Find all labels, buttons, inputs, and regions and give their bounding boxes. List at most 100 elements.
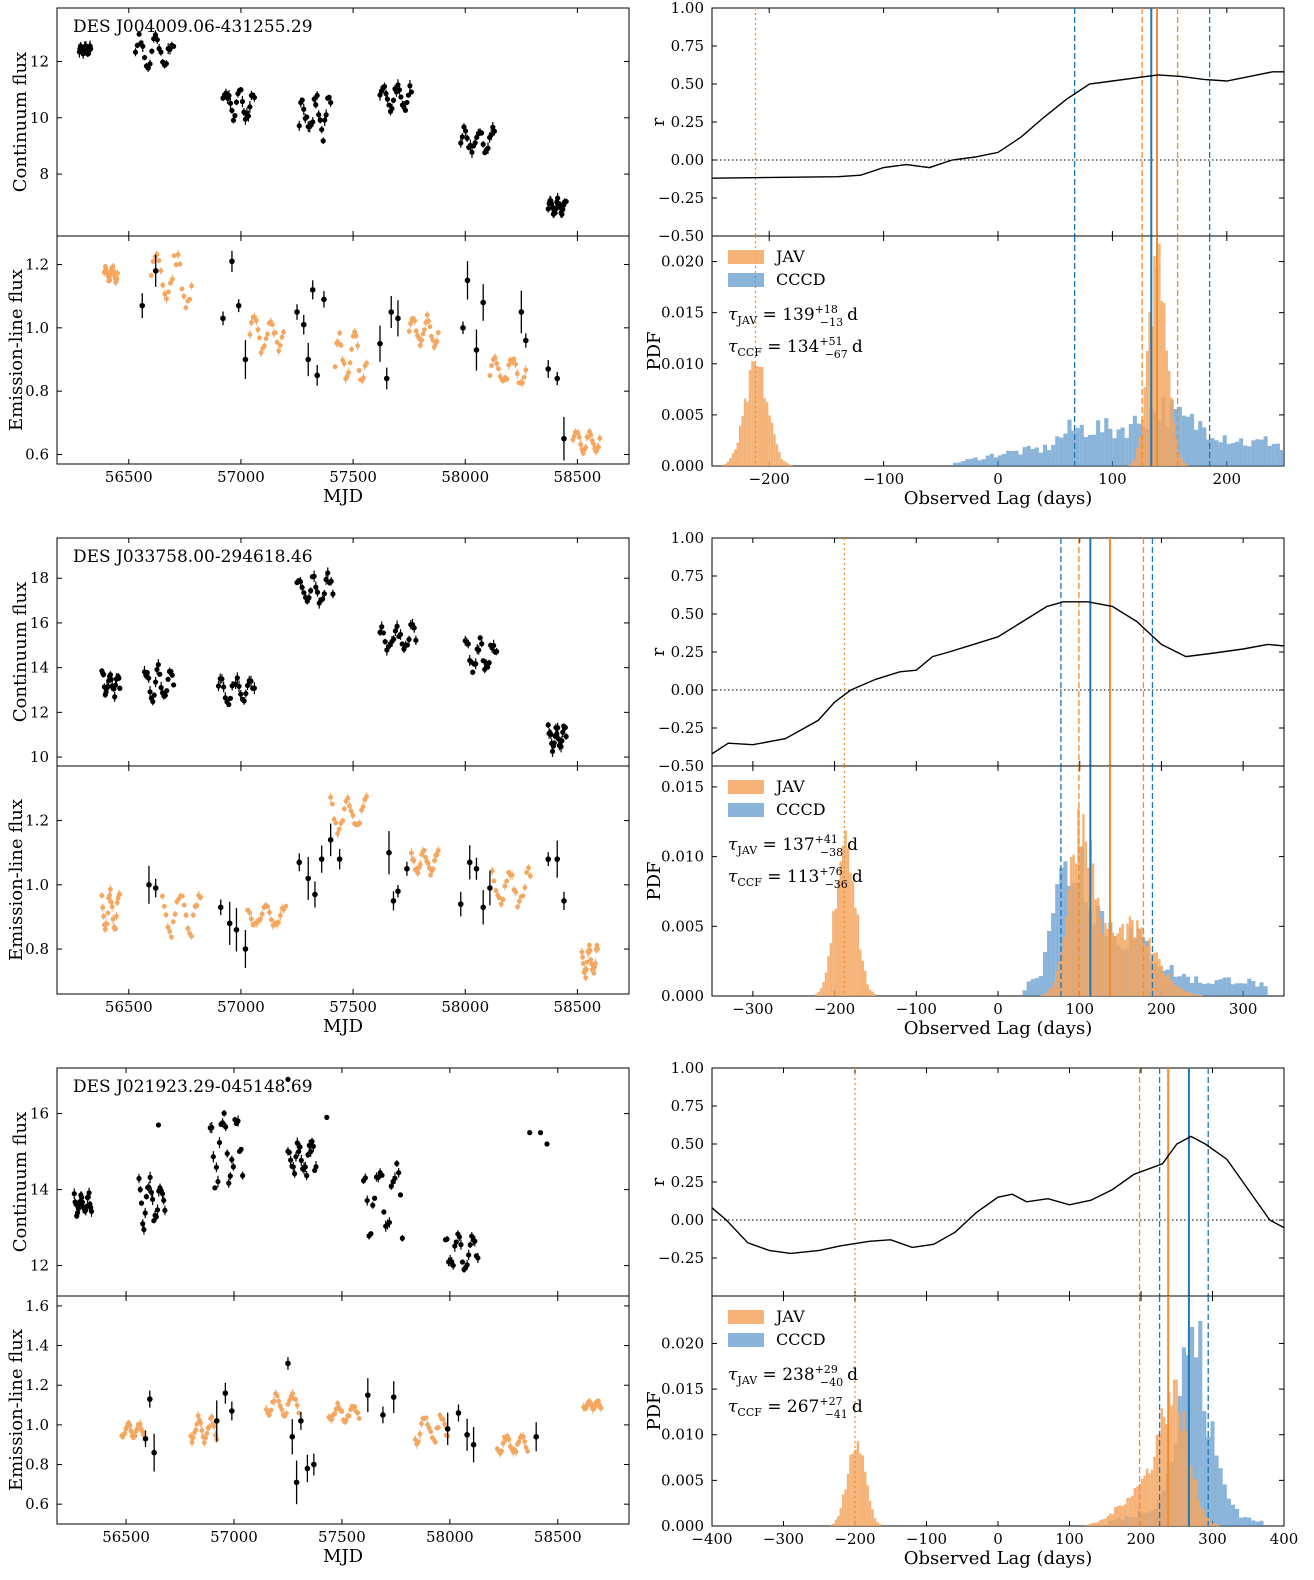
- continuum-point: [221, 1110, 227, 1116]
- jav-bar: [780, 458, 784, 466]
- jav-bar: [1187, 992, 1191, 996]
- line-point: [142, 1435, 149, 1442]
- ccf-bar: [973, 457, 978, 466]
- line-point-jav: [425, 860, 431, 866]
- line-point-jav: [417, 342, 423, 348]
- continuum-point: [288, 1157, 294, 1163]
- jav-bar: [1106, 1516, 1110, 1526]
- line-point-jav: [265, 331, 270, 337]
- continuum-point: [238, 87, 244, 93]
- jav-bar: [819, 988, 823, 996]
- jav-bar: [861, 960, 864, 996]
- line-point-jav: [497, 895, 502, 901]
- line-point-jav: [170, 919, 176, 925]
- continuum-point: [527, 1130, 533, 1136]
- continuum-point: [79, 1194, 85, 1201]
- jav-bar: [1175, 984, 1178, 996]
- continuum-point: [549, 748, 556, 754]
- continuum-ylabel: Continuum flux: [10, 1112, 31, 1253]
- ccf-bar: [1104, 418, 1109, 466]
- y-tick-label: 0.00: [671, 681, 704, 699]
- continuum-point: [219, 676, 225, 682]
- line-point-jav: [333, 820, 339, 826]
- continuum-point: [553, 206, 559, 212]
- jav-bar: [1050, 987, 1053, 996]
- ccf-curve: [711, 1135, 1285, 1255]
- continuum-point: [562, 724, 568, 731]
- continuum-point: [325, 570, 331, 576]
- ccf-bar: [1198, 421, 1203, 466]
- line-point: [305, 356, 312, 363]
- ccf-bar: [1239, 1517, 1244, 1526]
- y-tick-label: 0.000: [661, 987, 704, 1005]
- continuum-point: [79, 1199, 86, 1205]
- line-point-jav: [355, 343, 360, 349]
- line-point-jav: [134, 1426, 140, 1432]
- jav-bar: [1040, 994, 1043, 996]
- jav-bar: [871, 991, 874, 996]
- line-point-jav: [506, 1436, 512, 1442]
- jav-bar: [1141, 927, 1144, 996]
- ccf-bar: [1247, 1517, 1252, 1526]
- pdf-ylabel: PDF: [644, 331, 665, 370]
- x-tick-label: 57000: [217, 468, 265, 486]
- line-point-jav: [261, 343, 267, 349]
- continuum-point: [485, 664, 491, 670]
- jav-bar: [1133, 937, 1137, 996]
- ccf-bar: [985, 455, 990, 466]
- line-point: [480, 904, 486, 911]
- line-point-jav: [187, 296, 193, 302]
- ccf-bar: [981, 459, 986, 466]
- jav-bar: [1126, 923, 1129, 996]
- continuum-point: [213, 1164, 220, 1170]
- tau-ccf: τCCF = 113+76 −36 d: [728, 865, 863, 891]
- line-point-jav: [435, 848, 441, 853]
- line-point-jav: [423, 1415, 429, 1421]
- line-point-jav: [335, 1400, 341, 1406]
- line-point-jav: [294, 1402, 300, 1408]
- jav-bar: [1096, 897, 1100, 996]
- line-point-jav: [171, 253, 177, 259]
- line-point-jav: [160, 282, 166, 288]
- line-point: [222, 1390, 229, 1396]
- pdf-ylabel: PDF: [644, 861, 665, 900]
- line-point: [213, 1418, 220, 1424]
- jav-bar: [1065, 916, 1068, 996]
- line-point: [545, 366, 552, 372]
- continuum-point: [324, 1114, 330, 1120]
- line-point-jav: [180, 893, 185, 899]
- object-name: DES J004009.06-431255.29: [73, 17, 313, 37]
- continuum-point: [362, 1175, 368, 1181]
- line-point: [390, 898, 397, 904]
- continuum-point: [164, 688, 170, 694]
- jav-bar: [1182, 462, 1186, 466]
- line-point: [404, 865, 410, 872]
- jav-bar: [1148, 938, 1151, 996]
- line-points: [101, 249, 603, 461]
- line-point: [545, 856, 552, 862]
- line-point-jav: [348, 808, 354, 814]
- line-point-jav: [161, 903, 167, 909]
- continuum-point: [306, 595, 312, 601]
- continuum-point: [491, 642, 497, 649]
- jav-bar: [1170, 397, 1173, 466]
- x-tick-label: 57000: [217, 998, 265, 1016]
- continuum-points: [99, 567, 569, 757]
- ccf-bar: [1030, 448, 1035, 466]
- jav-bar: [878, 1523, 882, 1526]
- line-point-jav: [595, 946, 600, 952]
- line-point-jav: [502, 883, 508, 889]
- line-point-jav: [415, 870, 421, 876]
- continuum-point: [238, 1146, 244, 1152]
- ccf-bar: [1214, 1455, 1219, 1526]
- jav-bar: [1167, 370, 1171, 466]
- line-point-jav: [105, 910, 111, 916]
- ccf-bar: [1255, 1521, 1260, 1526]
- tau-jav: τJAV = 238+29 −40 d: [728, 1363, 858, 1389]
- jav-bar: [1096, 1522, 1100, 1526]
- line-point-jav: [203, 1435, 209, 1441]
- ccf-curve: [711, 71, 1284, 179]
- jav-bar: [1111, 932, 1115, 996]
- ccf-bar: [1210, 983, 1215, 996]
